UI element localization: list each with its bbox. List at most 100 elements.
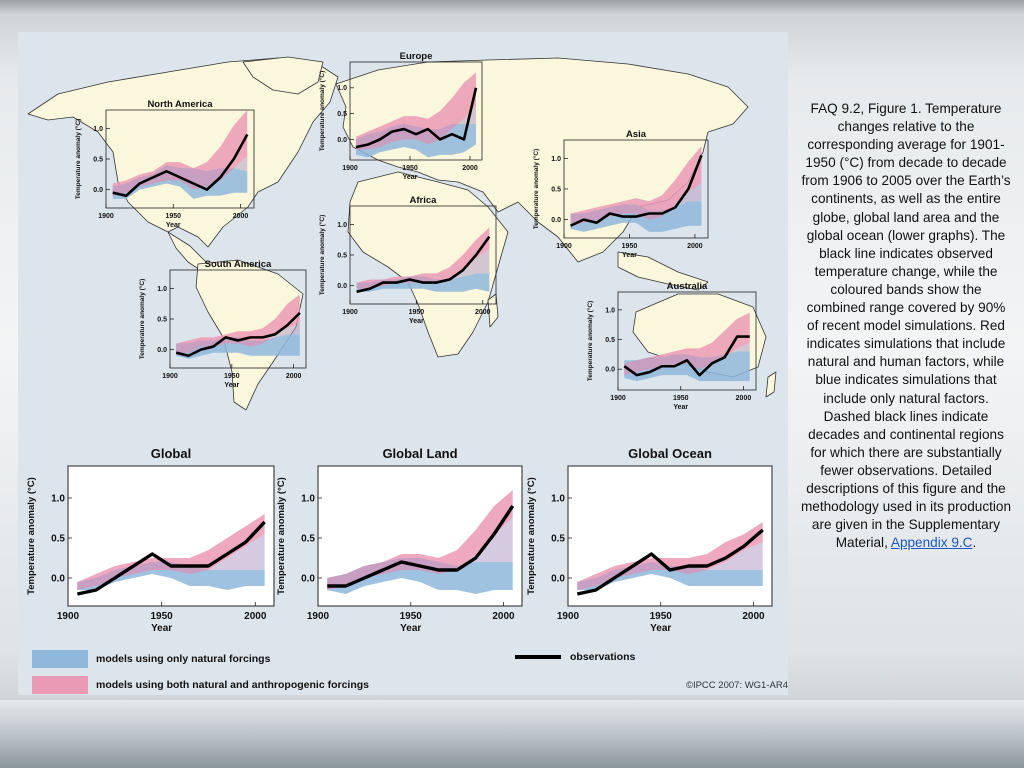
- legend-combined-label: models using both natural and anthropoge…: [96, 679, 369, 691]
- panel-global-ocean: 0.0 0.5 1.0 1900 1950 2000 Year Temperature ano…: [526, 446, 773, 634]
- legend-observations-label: observations: [570, 651, 636, 663]
- observed-line-asia: [569, 154, 703, 227]
- title-asia: Asia: [626, 129, 647, 140]
- panel-south-america: 0.0 0.5 1.0 1900 1950 2000 Year Temperature ano…: [138, 259, 307, 389]
- xtick-label-global-ocean: 1950: [650, 611, 673, 622]
- title-europe: Europe: [400, 51, 433, 62]
- xtick-label-global-land: 1950: [400, 611, 423, 622]
- caption-text: FAQ 9.2, Figure 1. Temperature changes r…: [800, 101, 1012, 551]
- panel-australia: 0.0 0.5 1.0 1900 1950 2000 Year Temperature ano…: [586, 281, 757, 411]
- title-global-ocean: Global Ocean: [628, 446, 712, 461]
- xtick-label-europe: 1900: [342, 165, 358, 172]
- xtick-label-africa: 1900: [342, 309, 358, 316]
- xtick-label-global-ocean: 1900: [557, 611, 580, 622]
- chart-panels: 0.0 0.5 1.0 1900 1950 2000 Year Temperature ano…: [26, 51, 773, 634]
- observed-line-global-land: [327, 505, 515, 588]
- xtick-label-north-america: 2000: [233, 213, 249, 220]
- ytick-label-asia: 0.0: [551, 217, 561, 224]
- xlabel-north-america: Year: [166, 222, 181, 229]
- land-africa: [347, 171, 509, 358]
- appendix-link[interactable]: Appendix 9.C: [890, 535, 973, 551]
- title-global-land: Global Land: [382, 446, 457, 461]
- xtick-label-africa: 1950: [409, 309, 425, 316]
- ytick-label-global-ocean: 0.0: [551, 574, 565, 585]
- xlabel-europe: Year: [403, 174, 418, 181]
- combined-band-asia: [570, 146, 702, 226]
- xtick-label-global: 1950: [151, 611, 174, 622]
- ylabel-africa: Temperature anomaly (°C): [318, 215, 326, 296]
- ylabel-global-land: Temperature anomaly (°C): [276, 477, 287, 595]
- ytick-label-australia: 1.0: [605, 307, 615, 314]
- xtick-label-global-ocean: 2000: [742, 611, 765, 622]
- ytick-label-south-america: 0.0: [157, 347, 167, 354]
- xtick-label-australia: 2000: [736, 395, 752, 402]
- xlabel-south-america: Year: [224, 382, 239, 389]
- frame-global: [67, 465, 275, 607]
- ytick-label-australia: 0.5: [605, 337, 615, 344]
- xtick-label-europe: 1950: [402, 165, 418, 172]
- panel-global: 0.0 0.5 1.0 1900 1950 2000 Year Temperature ano…: [26, 446, 275, 634]
- xtick-label-north-america: 1950: [165, 213, 181, 220]
- overlap-band-global: [77, 534, 265, 590]
- land-madagascar: [487, 293, 499, 328]
- title-global: Global: [151, 446, 191, 461]
- ytick-label-south-america: 0.5: [157, 316, 167, 323]
- ytick-label-north-america: 1.0: [93, 126, 103, 133]
- observed-line-south-america: [175, 311, 301, 358]
- ytick-label-europe: 0.0: [337, 137, 347, 144]
- observed-line-global: [77, 520, 266, 596]
- observed-line-global-ocean: [576, 528, 764, 596]
- land-north-america: [27, 57, 339, 248]
- ytick-label-africa: 0.0: [337, 283, 347, 290]
- xtick-label-global-land: 2000: [492, 611, 515, 622]
- xtick-label-north-america: 1900: [98, 213, 114, 220]
- ytick-label-europe: 1.0: [337, 85, 347, 92]
- xtick-label-south-america: 1950: [224, 373, 240, 380]
- land-new-zealand: [765, 371, 777, 398]
- xlabel-global: Year: [151, 623, 172, 634]
- xtick-label-asia: 1900: [556, 243, 572, 250]
- ytick-label-north-america: 0.5: [93, 156, 103, 163]
- land-eurasia: [335, 57, 749, 263]
- xtick-label-australia: 1950: [673, 395, 689, 402]
- xtick-label-global-land: 1900: [307, 611, 330, 622]
- slide-bottom-band: [0, 700, 1024, 768]
- ytick-label-australia: 0.0: [605, 367, 615, 374]
- land-southeast-asia: [617, 251, 709, 291]
- ylabel-australia: Temperature anomaly (°C): [586, 301, 594, 382]
- ytick-label-europe: 0.5: [337, 111, 347, 118]
- ytick-label-global-land: 0.0: [301, 574, 315, 585]
- xtick-label-asia: 1950: [622, 243, 638, 250]
- xtick-label-global: 1900: [57, 611, 80, 622]
- legend: models using only natural forcings model…: [32, 650, 788, 694]
- panel-africa: 0.0 0.5 1.0 1900 1950 2000 Year Temperature ano…: [318, 195, 497, 325]
- overlap-band-north-america: [112, 155, 248, 196]
- ytick-label-asia: 0.5: [551, 186, 561, 193]
- observed-line-africa: [356, 235, 491, 294]
- ytick-label-africa: 0.5: [337, 252, 347, 259]
- xtick-label-south-america: 2000: [286, 373, 302, 380]
- ytick-label-global: 0.5: [51, 534, 65, 545]
- xlabel-australia: Year: [673, 404, 688, 411]
- xtick-label-south-america: 1900: [162, 373, 178, 380]
- ylabel-europe: Temperature anomaly (°C): [318, 71, 326, 152]
- frame-global-ocean: [567, 465, 773, 607]
- slide-top-band: [0, 0, 1024, 16]
- observed-line-australia: [623, 335, 750, 377]
- ytick-label-global-ocean: 0.5: [551, 534, 565, 545]
- ytick-label-north-america: 0.0: [93, 187, 103, 194]
- frame-europe: [349, 61, 483, 161]
- ylabel-asia: Temperature anomaly (°C): [532, 149, 540, 230]
- panel-global-land: 0.0 0.5 1.0 1900 1950 2000 Year Temperature ano…: [276, 446, 523, 634]
- ytick-label-south-america: 1.0: [157, 286, 167, 293]
- land-greenland: [242, 56, 324, 95]
- ytick-label-africa: 1.0: [337, 222, 347, 229]
- ipcc-figure: 0.0 0.5 1.0 1900 1950 2000 Year Temperature ano…: [18, 32, 788, 695]
- xlabel-global-land: Year: [400, 623, 421, 634]
- figure-caption: FAQ 9.2, Figure 1. Temperature changes r…: [800, 100, 1012, 552]
- ytick-label-global: 0.0: [51, 574, 65, 585]
- ylabel-north-america: Temperature anomaly (°C): [74, 119, 82, 200]
- overlap-band-africa: [356, 248, 490, 289]
- panel-north-america: 0.0 0.5 1.0 1900 1950 2000 Year Temperature ano…: [74, 99, 255, 229]
- overlap-band-asia: [570, 182, 702, 226]
